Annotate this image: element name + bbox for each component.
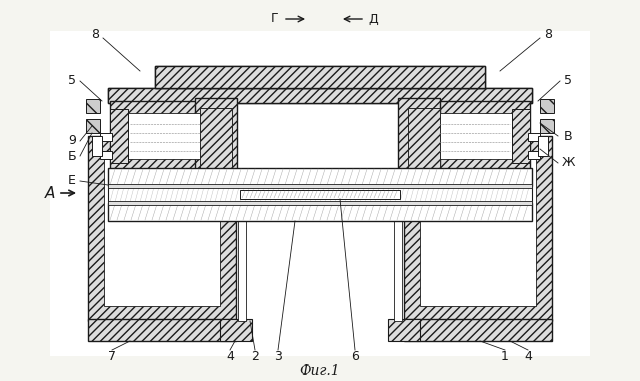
Text: 8: 8 <box>544 27 552 40</box>
Bar <box>108 88 532 103</box>
Bar <box>512 109 530 163</box>
Bar <box>200 108 232 188</box>
Bar <box>104 151 220 306</box>
Text: Г: Г <box>271 13 279 26</box>
Text: Б: Б <box>68 149 76 163</box>
Bar <box>218 181 238 211</box>
Text: 1: 1 <box>501 349 509 362</box>
Bar <box>200 108 232 188</box>
Bar <box>540 119 554 133</box>
Text: 5: 5 <box>564 75 572 88</box>
Bar <box>108 201 532 205</box>
Bar <box>388 319 420 341</box>
Bar <box>86 119 100 133</box>
Bar <box>420 101 530 171</box>
Bar <box>88 136 236 321</box>
Bar <box>437 113 512 159</box>
Bar <box>398 98 440 198</box>
Text: В: В <box>564 130 572 142</box>
Bar <box>528 133 540 141</box>
Bar <box>238 201 246 321</box>
Bar <box>404 136 552 321</box>
Bar <box>108 88 532 103</box>
Bar <box>203 109 218 163</box>
Bar <box>108 184 532 188</box>
Bar <box>404 319 552 341</box>
Bar <box>86 99 100 113</box>
Text: А: А <box>45 186 55 200</box>
Bar <box>88 319 236 341</box>
Text: 4: 4 <box>226 349 234 362</box>
Bar <box>408 108 440 188</box>
Bar <box>50 31 590 356</box>
Bar <box>128 113 203 159</box>
Bar <box>110 101 220 171</box>
Bar <box>100 151 112 159</box>
Bar <box>195 98 237 198</box>
Bar <box>538 136 548 156</box>
Bar <box>394 201 402 321</box>
Bar <box>108 168 532 186</box>
Text: 4: 4 <box>524 349 532 362</box>
Text: Д: Д <box>368 13 378 26</box>
Bar <box>92 136 102 156</box>
Bar <box>408 108 440 188</box>
Text: 5: 5 <box>68 75 76 88</box>
Text: 3: 3 <box>274 349 282 362</box>
Bar <box>240 190 400 199</box>
Bar <box>108 186 532 203</box>
Text: Ж: Ж <box>561 157 575 170</box>
Bar <box>540 99 554 113</box>
Text: 2: 2 <box>251 349 259 362</box>
Bar <box>528 151 540 159</box>
Bar <box>110 109 128 163</box>
Bar <box>203 109 218 163</box>
Text: 9: 9 <box>68 134 76 147</box>
Bar <box>402 181 422 211</box>
Text: 6: 6 <box>351 349 359 362</box>
Text: 8: 8 <box>91 27 99 40</box>
Bar <box>108 203 532 221</box>
Bar <box>420 151 536 306</box>
Bar <box>155 66 485 88</box>
Text: Е: Е <box>68 174 76 187</box>
Bar <box>100 133 112 141</box>
Bar <box>155 66 485 88</box>
Bar <box>220 319 252 341</box>
Text: 7: 7 <box>108 349 116 362</box>
Text: Фиг.1: Фиг.1 <box>300 364 340 378</box>
